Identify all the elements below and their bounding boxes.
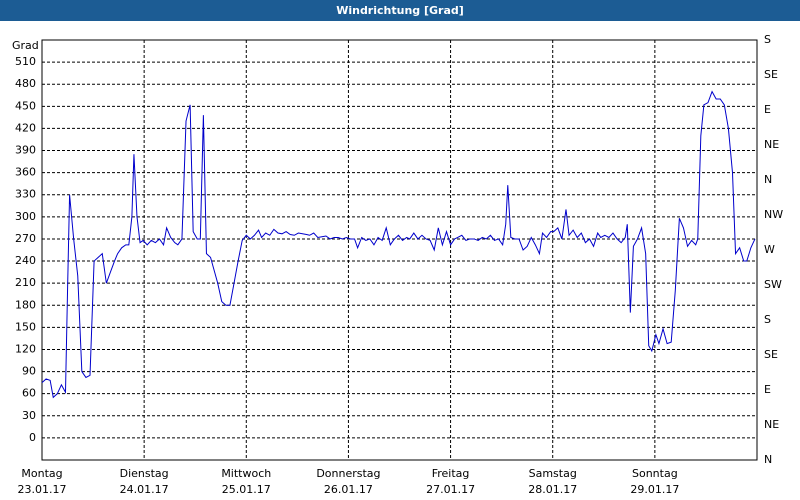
y-tick-label: 300 — [15, 210, 36, 223]
x-tick-date: 28.01.17 — [528, 483, 577, 496]
x-tick-label: Sonntag — [632, 467, 678, 480]
y-tick-label: 420 — [15, 121, 36, 134]
y2-tick-label: N — [764, 173, 772, 186]
y-tick-label: 60 — [22, 387, 36, 400]
data-line — [41, 90, 756, 399]
y-tick-label: 150 — [15, 320, 36, 333]
y-tick-label: 90 — [22, 365, 36, 378]
y-tick-label: 360 — [15, 166, 36, 179]
x-tick-date: 25.01.17 — [222, 483, 271, 496]
y2-tick-label: SE — [764, 348, 778, 361]
x-tick-date: 23.01.17 — [18, 483, 67, 496]
y-tick-label: 210 — [15, 276, 36, 289]
y2-tick-label: E — [764, 103, 771, 116]
y2-tick-label: SE — [764, 68, 778, 81]
title-bar — [0, 0, 800, 21]
x-tick-label: Montag — [21, 467, 62, 480]
x-tick-label: Donnerstag — [316, 467, 380, 480]
y-tick-label: 390 — [15, 144, 36, 157]
y-tick-label: 510 — [15, 55, 36, 68]
y-tick-label: 450 — [15, 99, 36, 112]
y2-tick-label: S — [764, 33, 771, 46]
x-tick-label: Freitag — [432, 467, 470, 480]
y2-tick-label: NE — [764, 418, 779, 431]
y-tick-label: 240 — [15, 254, 36, 267]
chart-title: Windrichtung [Grad] — [336, 4, 464, 17]
y2-tick-label: NE — [764, 138, 779, 151]
y2-tick-label: E — [764, 383, 771, 396]
y-tick-label: 120 — [15, 342, 36, 355]
y-tick-label: 330 — [15, 188, 36, 201]
plot-frame — [41, 39, 758, 461]
x-tick-label: Dienstag — [120, 467, 169, 480]
y-tick-label: 30 — [22, 409, 36, 422]
x-tick-date: 26.01.17 — [324, 483, 373, 496]
y-tick-label: 270 — [15, 232, 36, 245]
y2-tick-label: W — [764, 243, 775, 256]
x-tick-date: 29.01.17 — [630, 483, 679, 496]
y-tick-label: 480 — [15, 77, 36, 90]
x-tick-date: 27.01.17 — [426, 483, 475, 496]
y2-tick-label: N — [764, 453, 772, 466]
y-tick-label: 180 — [15, 298, 36, 311]
y-axis-label: Grad — [12, 39, 39, 52]
y2-tick-label: S — [764, 313, 771, 326]
y2-tick-label: SW — [764, 278, 782, 291]
y2-tick-label: NW — [764, 208, 783, 221]
y-tick-label: 0 — [29, 431, 36, 444]
x-tick-label: Samstag — [529, 467, 577, 480]
x-tick-date: 24.01.17 — [120, 483, 169, 496]
x-tick-label: Mittwoch — [221, 467, 271, 480]
